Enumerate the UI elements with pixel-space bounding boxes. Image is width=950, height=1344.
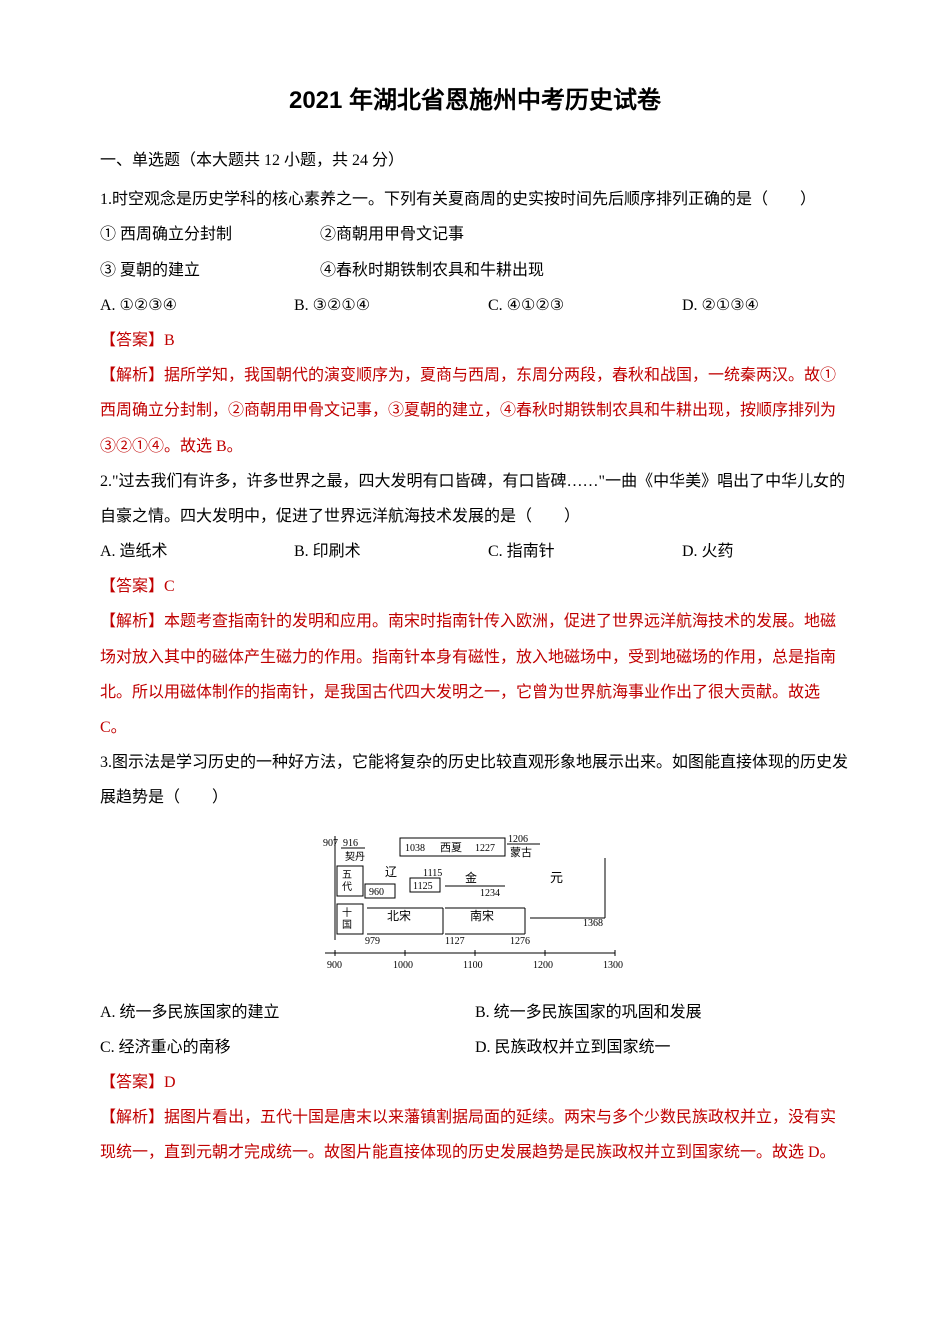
- chart-n1115: 1115: [423, 868, 442, 879]
- q3-options: A. 统一多民族国家的建立 B. 统一多民族国家的巩固和发展 C. 经济重心的南…: [100, 995, 850, 1065]
- q1-item2: ②商朝用甲骨文记事: [320, 217, 464, 252]
- question-2: 2."过去我们有许多，许多世界之最，四大发明有口皆碑，有口皆碑……"一曲《中华美…: [100, 464, 850, 746]
- chart-xixia: 西夏: [440, 841, 462, 854]
- tick-1300: 1300: [603, 960, 623, 971]
- q2-explanation: 【解析】本题考查指南针的发明和应用。南宋时指南针传入欧洲，促进了世界远洋航海技术…: [100, 604, 850, 745]
- q2-optB: B. 印刷术: [294, 534, 484, 569]
- q1-optB: B. ③②①④: [294, 288, 484, 323]
- q1-options: A. ①②③④ B. ③②①④ C. ④①②③ D. ②①③④: [100, 288, 850, 323]
- q3-explanation: 【解析】据图片看出，五代十国是唐末以来藩镇割据局面的延续。两宋与多个少数民族政权…: [100, 1100, 850, 1170]
- chart-nansong: 南宋: [470, 908, 494, 923]
- q3-optB: B. 统一多民族国家的巩固和发展: [475, 995, 850, 1030]
- chart-n1234: 1234: [480, 888, 500, 899]
- tick-1200: 1200: [533, 960, 553, 971]
- q3-optD: D. 民族政权并立到国家统一: [475, 1030, 850, 1065]
- chart-n907: 907: [323, 838, 338, 849]
- chart-menggu: 蒙古: [510, 846, 532, 859]
- exam-title: 2021 年湖北省恩施州中考历史试卷: [100, 80, 850, 115]
- chart-yuan: 元: [550, 870, 563, 885]
- chart-shiguo1: 十: [342, 906, 352, 919]
- tick-1000: 1000: [393, 960, 413, 971]
- q1-optC: C. ④①②③: [488, 288, 678, 323]
- chart-n1227: 1227: [475, 843, 495, 854]
- chart-liao: 辽: [385, 865, 397, 879]
- chart-n1127: 1127: [445, 936, 465, 947]
- q1-optD: D. ②①③④: [682, 288, 759, 323]
- timeline-chart-container: 907 916 契丹 辽 1038 西夏 1227 1206 蒙古: [100, 828, 850, 983]
- chart-beisong: 北宋: [387, 908, 411, 923]
- q1-answer: 【答案】B: [100, 323, 850, 358]
- q2-optC: C. 指南针: [488, 534, 678, 569]
- q1-optA: A. ①②③④: [100, 288, 290, 323]
- q1-explanation: 【解析】据所学知，我国朝代的演变顺序为，夏商与西周，东周分两段，春秋和战国，一统…: [100, 358, 850, 464]
- q2-optD: D. 火药: [682, 534, 734, 569]
- question-1: 1.时空观念是历史学科的核心素养之一。下列有关夏商周的史实按时间先后顺序排列正确…: [100, 182, 850, 464]
- section-header: 一、单选题（本大题共 12 小题，共 24 分）: [100, 143, 850, 178]
- chart-n1038: 1038: [405, 843, 425, 854]
- chart-n960: 960: [369, 887, 384, 898]
- chart-n1125: 1125: [413, 881, 433, 892]
- chart-n979: 979: [365, 936, 380, 947]
- q3-optA: A. 统一多民族国家的建立: [100, 995, 475, 1030]
- chart-qidan: 契丹: [345, 850, 365, 863]
- chart-n1368: 1368: [583, 918, 603, 929]
- q1-item3: ③ 夏朝的建立: [100, 253, 320, 288]
- q3-answer: 【答案】D: [100, 1065, 850, 1100]
- tick-900: 900: [327, 960, 342, 971]
- q2-answer: 【答案】C: [100, 569, 850, 604]
- q2-optA: A. 造纸术: [100, 534, 290, 569]
- question-3: 3.图示法是学习历史的一种好方法，它能将复杂的历史比较直观形象地展示出来。如图能…: [100, 745, 850, 1170]
- chart-wudai1: 五: [342, 870, 352, 881]
- q2-stem: 2."过去我们有许多，许多世界之最，四大发明有口皆碑，有口皆碑……"一曲《中华美…: [100, 464, 850, 534]
- q1-stem: 1.时空观念是历史学科的核心素养之一。下列有关夏商周的史实按时间先后顺序排列正确…: [100, 182, 850, 217]
- chart-wudai2: 代: [342, 881, 352, 893]
- timeline-chart: 907 916 契丹 辽 1038 西夏 1227 1206 蒙古: [315, 828, 635, 978]
- chart-shiguo2: 国: [342, 919, 352, 931]
- chart-jin: 金: [465, 870, 477, 885]
- q1-item1: ① 西周确立分封制: [100, 217, 320, 252]
- tick-1100: 1100: [463, 960, 483, 971]
- q1-item4: ④春秋时期铁制农具和牛耕出现: [320, 253, 544, 288]
- chart-n1276: 1276: [510, 936, 530, 947]
- chart-n916: 916: [343, 838, 358, 849]
- q3-stem: 3.图示法是学习历史的一种好方法，它能将复杂的历史比较直观形象地展示出来。如图能…: [100, 745, 850, 815]
- q1-items: ① 西周确立分封制 ②商朝用甲骨文记事 ③ 夏朝的建立 ④春秋时期铁制农具和牛耕…: [100, 217, 850, 287]
- q3-optC: C. 经济重心的南移: [100, 1030, 475, 1065]
- exam-page: 2021 年湖北省恩施州中考历史试卷 一、单选题（本大题共 12 小题，共 24…: [0, 0, 950, 1231]
- chart-n1206: 1206: [508, 834, 528, 845]
- q2-options: A. 造纸术 B. 印刷术 C. 指南针 D. 火药: [100, 534, 850, 569]
